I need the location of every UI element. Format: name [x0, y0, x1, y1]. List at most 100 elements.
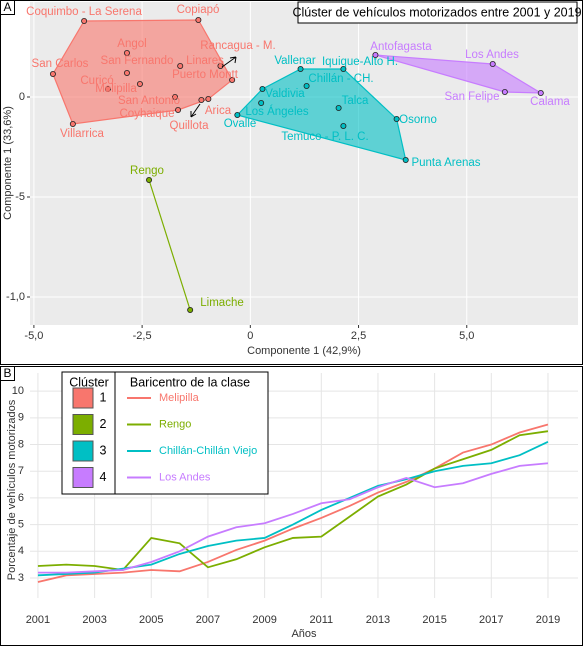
- panel-label: A: [3, 0, 11, 14]
- x-tick-label: 2001: [26, 614, 50, 626]
- point-label: San Felipe: [445, 91, 500, 103]
- point: [146, 176, 153, 183]
- point: [234, 112, 241, 119]
- y-tick-label: 0: [19, 91, 25, 103]
- point-label: Puerto Montt: [172, 69, 239, 81]
- panel-label-box: [0, 366, 15, 381]
- x-tick-label: 2003: [82, 614, 106, 626]
- legend-box: [61, 371, 269, 495]
- legend-label: 2: [100, 417, 107, 431]
- series-line: [37, 441, 549, 577]
- annotation-arrow: [190, 103, 201, 118]
- point-label: Ovalle: [224, 118, 257, 130]
- point: [393, 116, 400, 123]
- point-label: Limache: [200, 297, 243, 309]
- x-tick-label: 2019: [536, 614, 560, 626]
- legend-swatch: [72, 387, 94, 409]
- point: [123, 70, 130, 77]
- x-tick-label: 2011: [309, 614, 333, 626]
- x-tick-label: -5,0: [24, 330, 43, 342]
- point: [104, 86, 111, 93]
- point-label: Curicó: [80, 75, 113, 87]
- point-label: San Fernando: [101, 55, 174, 67]
- x-tick-label: 2,5: [351, 330, 366, 342]
- y-tick-label: -1,0: [6, 291, 25, 303]
- point-label: Vallenar: [274, 55, 316, 67]
- point: [69, 121, 76, 128]
- point: [81, 17, 88, 24]
- point-label: Coquimbo - La Serena: [26, 6, 142, 18]
- point-label: Coyhaique: [120, 108, 175, 120]
- point-label: Punta Arenas: [411, 157, 480, 169]
- x-tick-label: 5,0: [459, 330, 474, 342]
- y-tick-label: 7: [18, 465, 24, 477]
- chart-title: Clúster de vehículos motorizados entre 2…: [292, 5, 581, 19]
- point: [49, 71, 56, 78]
- point-label: Quillota: [170, 120, 210, 132]
- legend-label: Chillán-Chillán Viejo: [159, 445, 257, 457]
- x-tick-label: 0: [247, 330, 253, 342]
- point-label: San Carlos: [32, 58, 89, 70]
- series-line: [37, 462, 549, 574]
- legend-title: Clúster: [69, 375, 109, 389]
- x-tick-label: 2009: [252, 614, 276, 626]
- point: [136, 81, 143, 88]
- y-tick-label: 6: [18, 492, 24, 504]
- legend-label: Rengo: [159, 418, 191, 430]
- point-label: Copiapó: [177, 4, 220, 16]
- title-box: [297, 1, 578, 24]
- panel-label: B: [3, 366, 11, 380]
- x-tick-label: 2013: [366, 614, 390, 626]
- point-label: Villarrica: [60, 128, 104, 140]
- point: [229, 77, 236, 84]
- point: [372, 52, 379, 59]
- point-label: Arica: [205, 105, 232, 117]
- point-label: Rengo: [130, 165, 164, 177]
- legend-swatch: [72, 414, 94, 435]
- point-label: Antofagasta: [370, 41, 432, 53]
- legend-title: Baricentro de la clase: [130, 375, 250, 389]
- point: [172, 94, 179, 101]
- legend-swatch: [72, 467, 94, 488]
- series-line: [37, 423, 549, 583]
- point: [537, 90, 544, 97]
- point: [258, 100, 265, 107]
- x-axis-title: Componente 1 (42,9%): [247, 345, 361, 357]
- point-label: Valdivia: [265, 88, 305, 100]
- y-tick-label: -5: [15, 191, 25, 203]
- y-tick-label: 5: [18, 519, 24, 531]
- x-tick-label: 2017: [479, 614, 503, 626]
- point: [187, 306, 194, 313]
- point: [489, 61, 496, 68]
- point: [195, 16, 202, 23]
- point: [205, 96, 212, 103]
- y-axis-title: Porcentaje de vehículos motorizados: [6, 399, 18, 580]
- point: [177, 63, 184, 70]
- panel-label-box: [0, 0, 15, 15]
- point: [501, 89, 508, 96]
- point: [303, 83, 310, 90]
- y-axis-title: Componente 1 (33,6%): [2, 106, 14, 220]
- y-tick-label: 3: [18, 572, 24, 584]
- x-axis-title: Años: [291, 628, 317, 640]
- legend-label: Los Andes: [159, 471, 211, 483]
- point-label: Rancagua - M.: [200, 40, 275, 52]
- cluster-hull: [52, 19, 233, 125]
- legend-label: 1: [100, 390, 107, 404]
- point-label: Linares: [186, 55, 224, 67]
- point: [259, 86, 266, 93]
- chart-layer: -5,0 -2,5 0 2,5 5,0 0 -5 -1,0 Coquimbo - La Sere…: [6, 2, 578, 626]
- point-label: Chillán - CH.: [308, 73, 373, 85]
- point-label: Osorno: [399, 114, 437, 126]
- point-label: San Antonio: [118, 95, 180, 107]
- point-label: Talca: [342, 95, 369, 107]
- point: [402, 156, 409, 163]
- point: [335, 105, 342, 112]
- point-label: Los Ángeles: [245, 105, 309, 118]
- annotation-arrow: [221, 56, 237, 68]
- point: [340, 66, 347, 73]
- point-label: Los Andes: [465, 49, 519, 61]
- legend-label: 3: [100, 443, 107, 457]
